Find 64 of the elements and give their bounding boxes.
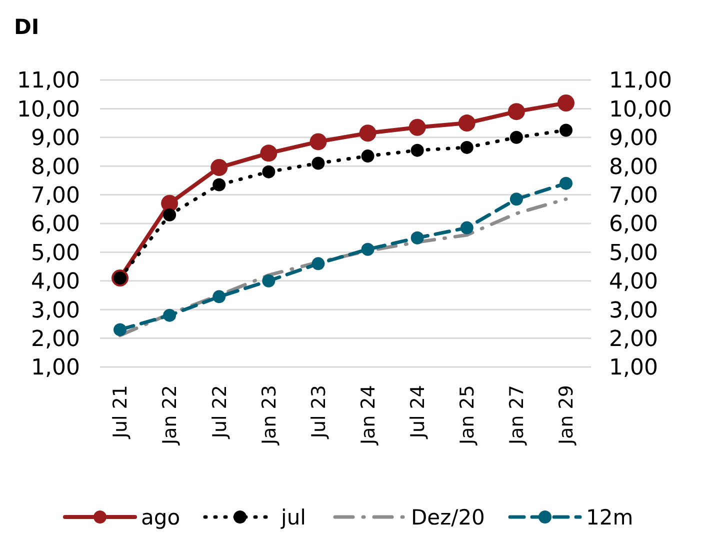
point (114, 323, 126, 336)
x-tick-label: Jul 24 (406, 385, 429, 440)
x-tick-label: Jan 23 (258, 385, 280, 446)
point (212, 178, 226, 192)
point (460, 140, 474, 154)
point (410, 231, 424, 244)
point (558, 94, 574, 112)
legend-label: jul (280, 505, 306, 530)
y2-tick-label: 1,00 (609, 356, 658, 381)
point (260, 144, 278, 162)
point (560, 176, 572, 190)
point (312, 257, 325, 270)
y-tick-label: 2,00 (31, 327, 80, 352)
y2-tick-label: 11,00 (609, 68, 672, 94)
point (410, 144, 424, 157)
x-tick-label: Jul 21 (110, 385, 132, 440)
y2-tick-label: 6,00 (609, 212, 658, 238)
x-tick-label: Jan 24 (357, 385, 380, 446)
x-tick-label: Jan 27 (506, 385, 528, 446)
point (262, 274, 276, 288)
point (262, 165, 276, 178)
x-tick-label: Jul 22 (208, 385, 231, 440)
y-tick-label: 7,00 (31, 184, 80, 208)
point (212, 290, 226, 304)
y-tick-label: 4,00 (31, 270, 80, 295)
point (210, 159, 228, 176)
y-tick-label: 3,00 (31, 298, 80, 324)
y-tick-label: 5,00 (31, 240, 80, 266)
point (408, 118, 426, 136)
y-tick-label: 6,00 (31, 212, 80, 238)
point (163, 308, 176, 322)
x-tick-label: Jan 25 (456, 385, 479, 446)
y-tick-label: 8,00 (31, 154, 80, 180)
y-tick-label: 1,00 (31, 356, 80, 381)
y2-tick-label: 9,00 (609, 126, 658, 152)
point (510, 192, 523, 206)
legend-label: Dez/20 (411, 505, 485, 530)
y2-tick-label: 4,00 (609, 270, 658, 295)
point (359, 124, 376, 142)
y-tick-label: 9,00 (31, 126, 80, 152)
y2-tick-label: 8,00 (609, 154, 658, 180)
y2-tick-label: 3,00 (609, 298, 658, 324)
y2-tick-label: 10,00 (609, 97, 672, 122)
y2-tick-label: 7,00 (609, 184, 658, 208)
chart-title: DI (14, 15, 40, 39)
x-tick-label: Jul 23 (308, 385, 330, 440)
point (458, 114, 476, 132)
x-tick-label: Jan 22 (159, 385, 182, 446)
y-tick-label: 10,00 (17, 97, 80, 122)
point (460, 221, 474, 234)
y2-tick-label: 5,00 (609, 240, 658, 266)
point (361, 242, 374, 256)
point (312, 156, 325, 170)
x-tick-label: Jan 29 (556, 385, 578, 446)
point (508, 103, 525, 120)
y2-tick-label: 2,00 (609, 327, 658, 352)
point (510, 130, 523, 144)
point (163, 208, 176, 222)
point (310, 133, 327, 150)
point (361, 150, 374, 163)
y-tick-label: 11,00 (17, 68, 80, 94)
point (560, 124, 572, 137)
legend-label: ago (141, 505, 180, 530)
legend-label: 12m (586, 505, 634, 530)
